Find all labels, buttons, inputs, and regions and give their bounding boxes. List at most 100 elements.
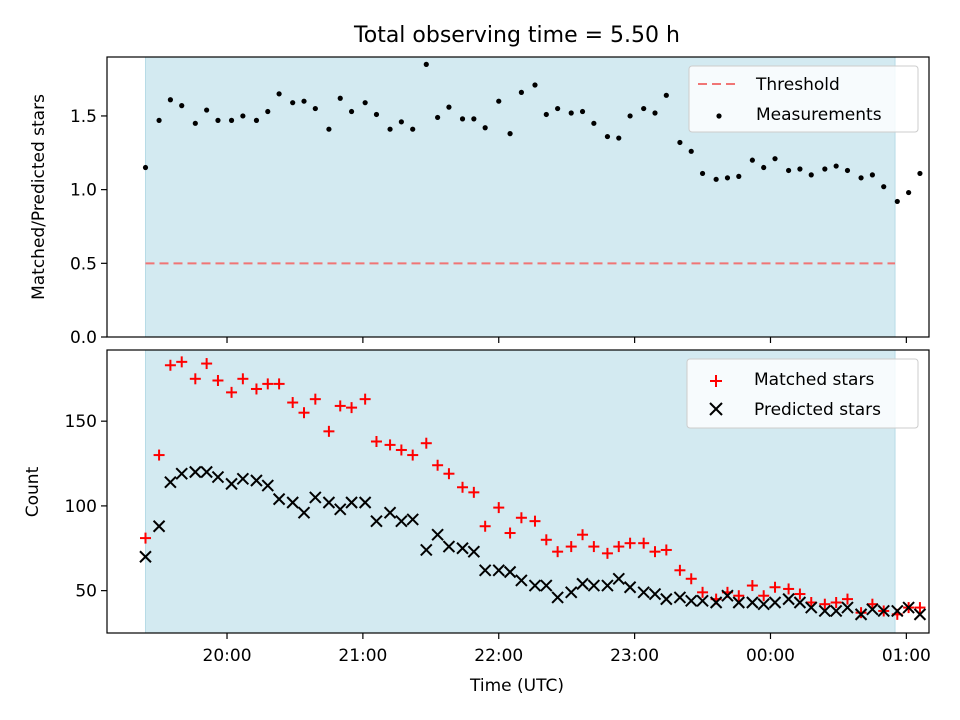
predicted-star-point	[515, 574, 528, 587]
predicted-star-point	[601, 579, 614, 592]
ratio-legend-box	[688, 65, 919, 133]
matched-star-point	[250, 383, 262, 395]
matched-star-point	[805, 596, 817, 608]
measurement-point	[894, 198, 900, 205]
predicted-star-point	[576, 577, 589, 591]
predicted-star-point	[746, 596, 759, 609]
measurement-point	[496, 98, 502, 104]
predicted-star-point	[334, 503, 347, 516]
predicted-star-point	[211, 470, 225, 484]
predicted-star-point	[551, 591, 564, 604]
count-ytick-label: 150	[65, 412, 97, 432]
matched-star-point	[262, 378, 274, 390]
predicted-star-point	[685, 594, 698, 608]
matched-star-point	[783, 583, 795, 595]
measurement-point	[435, 114, 441, 121]
ratio-plot-frame	[106, 56, 930, 338]
matched-star-point	[189, 373, 201, 385]
measurement-point	[568, 110, 574, 116]
count-ytick-label: 50	[75, 582, 97, 602]
predicted-star-point	[793, 596, 807, 609]
predicted-star-point	[442, 540, 456, 553]
predicted-star-point	[877, 604, 890, 618]
matched-star-point	[758, 590, 770, 602]
matched-star-point	[298, 407, 310, 419]
measurement-point	[204, 107, 210, 113]
matched-star-point	[769, 581, 781, 593]
measurement-point	[579, 108, 586, 115]
measurement-point	[156, 117, 162, 123]
measurement-point	[808, 172, 814, 178]
matched-star-point	[529, 515, 541, 527]
measurement-point	[410, 126, 416, 132]
ratio-ytick-label: 1.5	[70, 107, 97, 127]
predicted-star-point	[225, 477, 238, 491]
matched-star-point	[866, 598, 878, 610]
matched-star-point	[370, 436, 382, 448]
ratio-x-ticks	[226, 337, 907, 343]
predicted-star-point	[587, 579, 601, 592]
predicted-star-point	[200, 465, 213, 479]
ratio-ytick-label: 0.0	[70, 328, 97, 348]
matched-star-point	[515, 512, 527, 524]
predicted-star-point	[854, 608, 868, 621]
count-y-axis-label: Count	[23, 466, 43, 517]
predicted-star-point	[406, 513, 419, 526]
measurement-point	[326, 126, 332, 132]
matched-star-point	[359, 393, 371, 405]
predicted-star-point	[420, 543, 433, 557]
measurement-point	[215, 117, 221, 123]
matched-star-point	[407, 449, 419, 461]
ratio-y-axis: 0.0 0.5 1.0 1.5	[70, 107, 107, 348]
matched-star-point	[479, 520, 491, 532]
predicted-star-point	[503, 565, 517, 579]
measurement-point	[663, 92, 669, 98]
predicted-star-point	[370, 514, 383, 528]
matched-stars-points	[139, 356, 926, 620]
measurement-point	[446, 104, 452, 110]
matched-star-point	[334, 400, 346, 412]
count-xtick-label: 22:00	[474, 646, 523, 666]
matched-star-point	[649, 546, 661, 558]
predicted-star-point	[164, 475, 177, 489]
predicted-star-point	[345, 496, 358, 509]
chart-title: Total observing time = 5.50 h	[353, 23, 680, 48]
legend-measurements-label: Measurements	[756, 105, 882, 125]
count-xtick-label: 20:00	[203, 646, 252, 666]
predicted-star-point	[565, 586, 578, 599]
matched-star-point	[624, 537, 636, 549]
measurement-point	[917, 170, 923, 177]
measurement-point	[192, 120, 198, 126]
legend-matched-swatch	[710, 375, 722, 387]
measurement-point	[167, 97, 174, 103]
predicted-star-point	[673, 591, 687, 604]
count-xtick-label: 01:00	[882, 646, 931, 666]
count-xtick-label: 00:00	[746, 646, 795, 666]
predicted-star-point	[818, 604, 832, 618]
matched-star-point	[660, 544, 672, 556]
predicted-star-point	[696, 594, 709, 608]
matched-star-point	[457, 481, 469, 493]
matched-star-point	[432, 459, 444, 471]
predicted-star-point	[866, 603, 879, 616]
matched-star-point	[855, 607, 867, 619]
matched-star-point	[914, 602, 926, 614]
predicted-star-point	[431, 528, 444, 541]
predicted-star-point	[175, 467, 188, 480]
matched-star-point	[201, 358, 213, 370]
measurement-point	[699, 170, 706, 177]
measurement-point	[604, 133, 611, 140]
predicted-star-point	[902, 601, 915, 614]
predicted-star-point	[660, 592, 673, 606]
measurement-point	[337, 95, 343, 101]
measurement-points	[142, 61, 923, 205]
measurement-point	[881, 184, 887, 190]
predicted-star-point	[637, 586, 650, 599]
predicted-star-point	[139, 550, 152, 563]
predicted-stars-points	[139, 465, 927, 621]
matched-star-point	[601, 547, 613, 559]
ratio-ytick-label: 1.0	[70, 181, 97, 201]
measurement-point	[652, 110, 658, 116]
matched-star-point	[493, 502, 505, 514]
